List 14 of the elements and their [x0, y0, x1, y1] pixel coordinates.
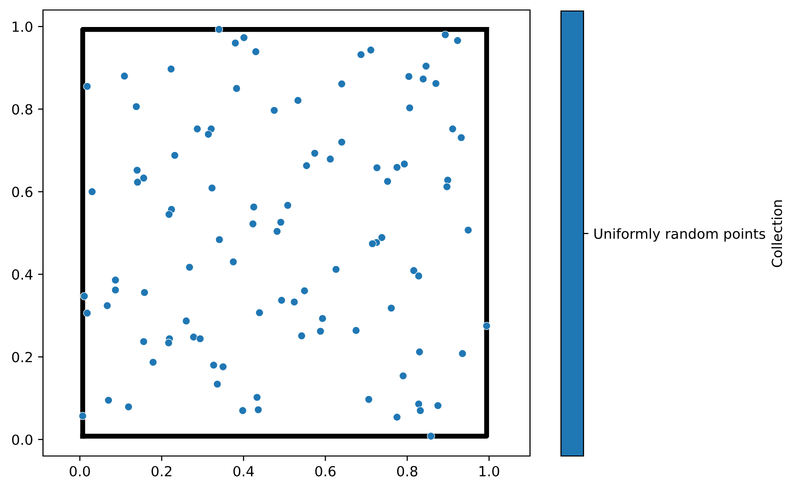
x-tick-label: 0.0 [70, 466, 90, 476]
y-tick-label: 0.4 [12, 269, 32, 280]
x-tick-label: 1.0 [480, 466, 500, 476]
x-tick-label: 0.6 [315, 466, 336, 476]
y-tick-label: 1.0 [12, 21, 32, 32]
text: Uniformly random points [594, 228, 766, 242]
x-tick-label: 0.4 [233, 466, 254, 476]
color-bar-title: Collection [771, 200, 782, 268]
x-tick-label: 0.2 [152, 466, 172, 476]
x-tick-label: 0.8 [397, 466, 418, 476]
y-tick-label: 0.8 [12, 104, 32, 115]
y-tick-label: 0.2 [12, 352, 32, 362]
y-tick-label: 0.0 [12, 434, 32, 445]
y-tick-label: 0.6 [12, 186, 32, 198]
